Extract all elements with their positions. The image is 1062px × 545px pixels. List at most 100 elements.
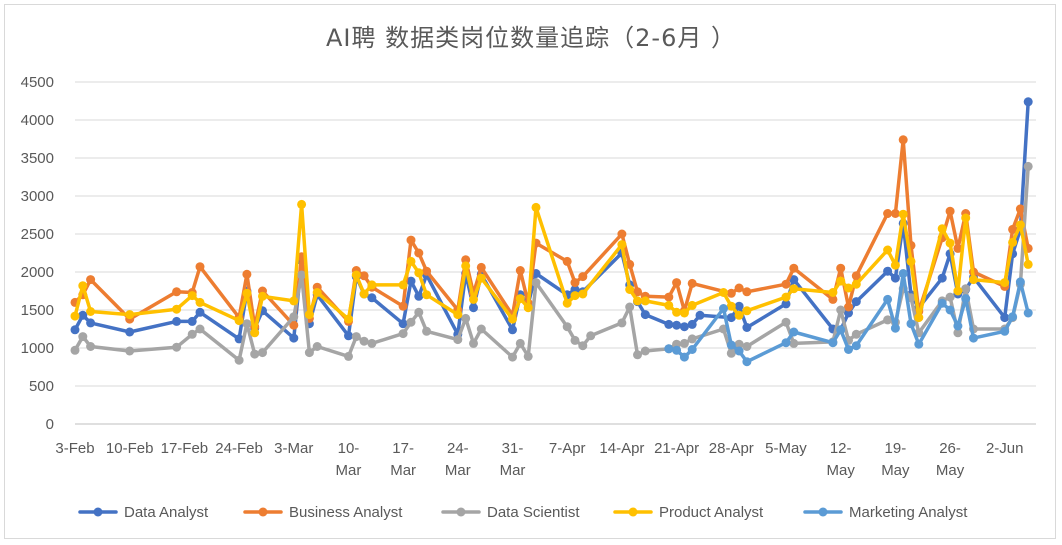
data-point [851, 297, 861, 307]
data-point [86, 342, 96, 351]
data-point [125, 346, 135, 356]
x-tick-label: 19-May [881, 440, 910, 479]
y-tick-label: 2000 [21, 264, 54, 281]
data-point [617, 240, 627, 250]
y-tick-label: 500 [29, 378, 54, 395]
data-point [844, 345, 853, 354]
data-point [172, 287, 182, 297]
data-point [86, 275, 96, 285]
data-point [398, 329, 408, 339]
data-point [578, 289, 588, 299]
data-point [367, 293, 377, 303]
data-point [406, 276, 416, 286]
data-point [359, 336, 369, 346]
data-point [961, 294, 971, 304]
data-point [937, 273, 947, 283]
data-point [70, 345, 80, 355]
x-tick-label: 21-Apr [654, 440, 699, 457]
data-point [734, 339, 744, 349]
y-tick-label: 1000 [21, 340, 54, 357]
data-point [195, 324, 205, 334]
data-point [70, 325, 80, 335]
data-point [672, 320, 682, 330]
data-point [508, 352, 517, 362]
data-point [289, 333, 299, 343]
data-point [883, 209, 893, 218]
data-point [844, 302, 853, 312]
data-point [789, 284, 799, 294]
data-point [406, 235, 416, 245]
data-point [398, 301, 408, 311]
data-point [367, 280, 377, 290]
chart-title: AI聘 数据类岗位数量追踪（2-6月 ） [326, 24, 736, 52]
series-line-marketing-analyst [667, 271, 1030, 364]
legend-swatch-marker [258, 507, 268, 517]
data-point [781, 292, 791, 302]
data-point [414, 307, 424, 317]
x-axis-tick-labels: 3-Feb 10-Feb 17-Feb 24-Feb 3-Mar 10-Mar 17-Mar… [55, 440, 1023, 479]
data-point [945, 305, 955, 315]
data-point [461, 313, 471, 323]
x-tick-label: 10-Mar [336, 440, 362, 479]
data-point [78, 332, 88, 342]
data-point [531, 278, 541, 288]
data-point [414, 291, 424, 301]
data-point [344, 331, 353, 341]
data-point [687, 345, 697, 354]
data-point [398, 319, 408, 329]
data-point [734, 301, 744, 311]
data-point [289, 320, 299, 330]
data-point [344, 314, 353, 324]
data-point [781, 317, 791, 327]
data-point [304, 348, 314, 358]
data-point [789, 275, 799, 285]
data-point [828, 338, 838, 348]
data-point [937, 224, 947, 234]
data-point [953, 328, 963, 338]
data-point [617, 318, 627, 328]
data-point [734, 283, 744, 293]
data-point [742, 342, 752, 351]
data-point [70, 311, 80, 321]
y-tick-label: 2500 [21, 226, 54, 243]
data-point [883, 266, 893, 276]
x-tick-label: 17-Mar [390, 440, 416, 479]
data-point [781, 279, 791, 289]
series-data-scientist [70, 161, 1033, 365]
data-point [570, 335, 580, 345]
x-tick-label: 7-Apr [549, 440, 586, 457]
data-point [937, 298, 947, 308]
x-tick-label: 24-Mar [445, 440, 471, 479]
data-point [851, 329, 861, 339]
data-point [453, 335, 463, 345]
x-tick-label: 17-Feb [161, 440, 209, 457]
data-point [742, 323, 752, 332]
data-point [914, 313, 924, 323]
data-point [344, 351, 353, 361]
data-point [945, 238, 955, 248]
data-point [258, 291, 267, 301]
data-point [351, 270, 361, 280]
data-point [914, 339, 924, 349]
data-point [844, 283, 853, 293]
data-point [625, 302, 635, 312]
data-point [687, 300, 697, 310]
data-point [1015, 220, 1025, 230]
data-point [234, 334, 244, 344]
data-point [234, 316, 244, 326]
x-tick-label: 31-Mar [500, 440, 526, 479]
data-point [836, 276, 846, 286]
legend-label: Data Scientist [487, 504, 580, 521]
data-point [508, 325, 517, 335]
legend-swatch-marker [628, 507, 638, 517]
data-point [367, 338, 377, 348]
legend: Data Analyst Business Analyst Data Scienti… [78, 504, 968, 521]
y-tick-label: 0 [46, 416, 54, 433]
legend-label: Business Analyst [289, 504, 403, 521]
data-point [453, 310, 463, 320]
data-point [1008, 312, 1018, 322]
data-point [906, 256, 916, 266]
data-point [734, 310, 744, 320]
data-point [531, 202, 541, 212]
data-point [664, 319, 674, 329]
